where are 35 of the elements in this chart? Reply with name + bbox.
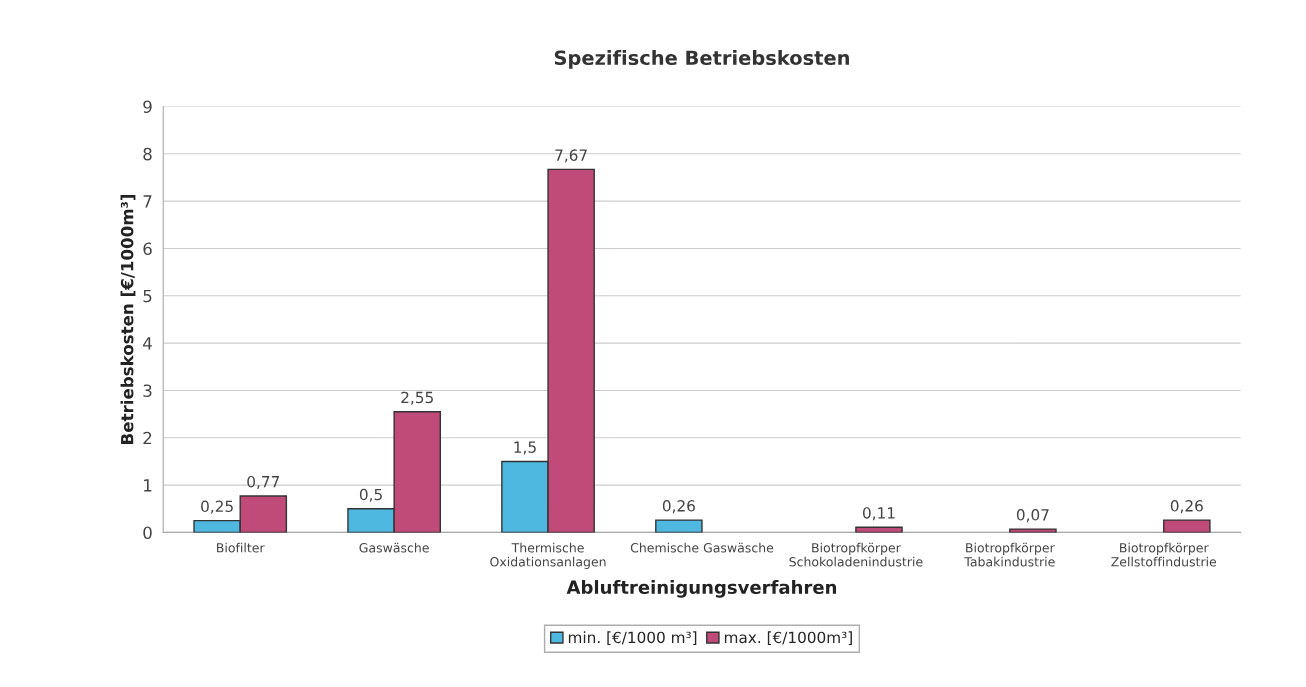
y-tick-label: 1: [144, 479, 152, 492]
data-label: 0,77: [247, 475, 279, 490]
data-label: 0,11: [862, 507, 895, 521]
data-label: 2,55: [401, 391, 433, 405]
y-tick-label: 9: [143, 100, 152, 114]
bar: [1009, 528, 1057, 533]
x-tick-label: Biofilter: [217, 542, 265, 553]
x-tick-label: Biotropfkörper Schokoladenindustrie: [789, 542, 923, 567]
y-tick-label: 2: [143, 431, 152, 445]
legend-label: max. [€/1000m³]: [724, 631, 852, 645]
chart-title: Spezifische Betriebskosten: [554, 50, 849, 69]
data-label: 0,25: [201, 500, 233, 514]
x-tick-label: Chemische Gaswäsche: [630, 542, 774, 553]
data-label: 0,26: [662, 500, 695, 514]
x-tick-label: Biotropfkörper Tabakindustrie: [964, 542, 1055, 567]
legend-label: min. [€/1000 m³]: [568, 631, 697, 645]
y-tick-label: 0: [143, 526, 152, 539]
y-tick-label: 4: [143, 337, 152, 350]
data-label: 1,5: [514, 441, 536, 455]
x-tick-label: Gaswäsche: [359, 542, 429, 553]
y-tick-label: 6: [143, 242, 152, 256]
data-label: 0,26: [1170, 500, 1203, 514]
bar: [655, 519, 703, 533]
x-tick-label: Thermische Oxidationsanlagen: [490, 542, 606, 569]
data-label: 0,07: [1016, 509, 1049, 523]
data-label: 7,67: [555, 149, 587, 163]
y-axis-title: Betriebskosten [€/1000m³]: [120, 194, 136, 444]
y-tick-label: 7: [143, 195, 152, 208]
data-label: 0,5: [359, 488, 382, 502]
x-axis-title: Abluftreinigungsverfahren: [566, 580, 837, 598]
y-tick-label: 5: [143, 289, 152, 303]
y-tick-label: 8: [143, 147, 152, 161]
y-tick-label: 3: [143, 384, 152, 398]
bar: [1163, 519, 1211, 533]
x-tick-label: Biotropfkörper Zellstoffindustrie: [1111, 542, 1217, 567]
